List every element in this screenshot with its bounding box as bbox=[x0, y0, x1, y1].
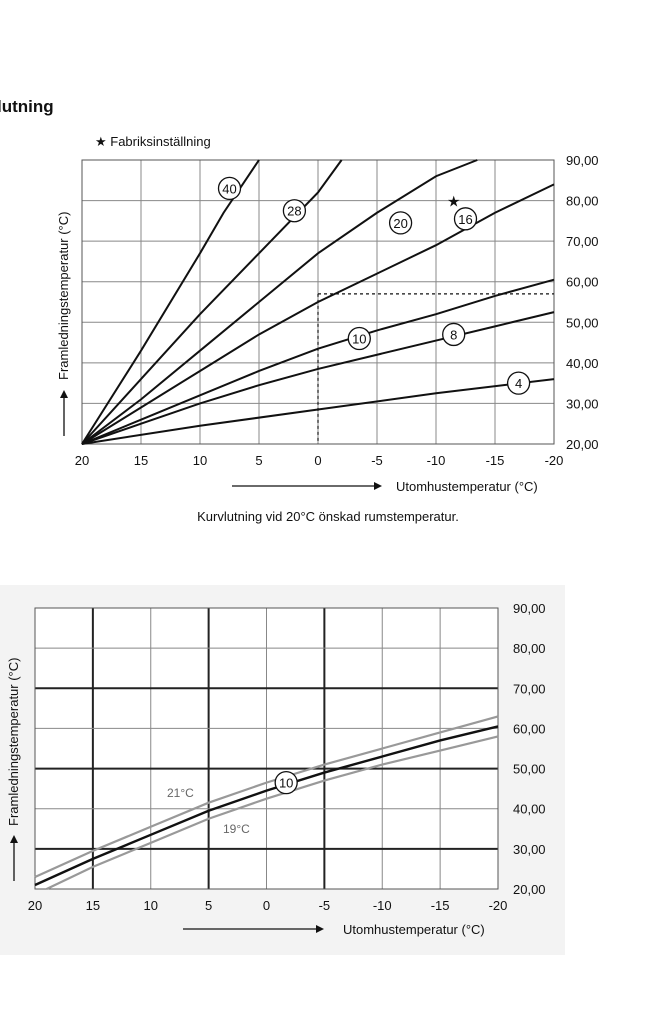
x-axis-arrow-head bbox=[374, 482, 382, 490]
y-axis-label: Framledningstemperatur (°C) bbox=[56, 212, 71, 380]
factory-setting-star: ★ bbox=[447, 194, 460, 211]
curve-label-40: 40 bbox=[222, 181, 236, 196]
x-tick-label: 0 bbox=[314, 453, 321, 468]
y-axis-label: Framledningstemperatur (°C) bbox=[6, 658, 21, 826]
curve-28 bbox=[81, 159, 343, 445]
curve-20 bbox=[81, 159, 478, 445]
y-tick-label: 90,00 bbox=[566, 153, 599, 168]
x-tick-label: -5 bbox=[319, 898, 331, 913]
x-tick-label: -10 bbox=[427, 453, 446, 468]
x-axis-label: Utomhustemperatur (°C) bbox=[343, 922, 485, 937]
curve-label-20: 20 bbox=[393, 216, 407, 231]
y-tick-label: 60,00 bbox=[566, 275, 599, 290]
page-heading: lutning bbox=[0, 97, 54, 116]
y-tick-label: 40,00 bbox=[566, 356, 599, 371]
curve-21°C bbox=[34, 715, 499, 878]
y-tick-label: 50,00 bbox=[513, 762, 546, 777]
x-tick-label: -15 bbox=[486, 453, 505, 468]
y-tick-label: 70,00 bbox=[513, 681, 546, 696]
curve-label-circle-10 bbox=[274, 770, 298, 795]
curve-label-8: 8 bbox=[450, 327, 457, 342]
y-axis-arrow-head bbox=[60, 390, 68, 398]
y-tick-label: 40,00 bbox=[513, 802, 546, 817]
curve-label-circle-20 bbox=[388, 211, 413, 235]
x-tick-label: 20 bbox=[75, 453, 89, 468]
y-tick-label: 70,00 bbox=[566, 234, 599, 249]
y-tick-label: 20,00 bbox=[566, 437, 599, 452]
curve-4 bbox=[81, 378, 555, 445]
chart-slope-curves: 40 28 20 16 10 8 4 ★ ★ Fabriksinställning 20 15 10 5… bbox=[56, 134, 599, 524]
x-tick-label: 10 bbox=[144, 898, 158, 913]
curve-label-circle-28 bbox=[282, 199, 307, 223]
curve-label-circle-8 bbox=[442, 322, 466, 347]
x-tick-label: -10 bbox=[373, 898, 392, 913]
y-tick-label: 30,00 bbox=[513, 842, 546, 857]
curve-label-circle-40 bbox=[217, 176, 242, 201]
plot-frame bbox=[34, 607, 499, 890]
curve-8 bbox=[81, 311, 555, 445]
x-tick-label: 10 bbox=[193, 453, 207, 468]
x-tick-label: 0 bbox=[263, 898, 270, 913]
x-tick-label: 15 bbox=[134, 453, 148, 468]
x-tick-label: -20 bbox=[545, 453, 564, 468]
x-tick-label: 5 bbox=[205, 898, 212, 913]
curve-label-10: 10 bbox=[279, 776, 293, 791]
curve-label-circle-10 bbox=[347, 326, 371, 351]
curve-label-21c: 21°C bbox=[167, 786, 194, 800]
curve-label-circle-4 bbox=[506, 371, 531, 395]
legend-note: ★ Fabriksinställning bbox=[95, 134, 211, 149]
y-tick-label: 20,00 bbox=[513, 882, 546, 897]
y-axis-arrow-head bbox=[10, 835, 18, 843]
x-tick-label: 5 bbox=[255, 453, 262, 468]
curve-label-19c: 19°C bbox=[223, 822, 250, 836]
x-tick-label: 15 bbox=[86, 898, 100, 913]
x-tick-label: -5 bbox=[371, 453, 383, 468]
x-axis-arrow-head bbox=[316, 925, 324, 933]
curve-label-28: 28 bbox=[287, 204, 301, 219]
y-tick-label: 80,00 bbox=[566, 194, 599, 209]
y-tick-label: 30,00 bbox=[566, 396, 599, 411]
x-tick-label: -15 bbox=[431, 898, 450, 913]
curve-label-16: 16 bbox=[458, 212, 472, 227]
x-axis-label: Utomhustemperatur (°C) bbox=[396, 479, 538, 494]
curve-10 bbox=[34, 725, 499, 887]
y-tick-label: 50,00 bbox=[566, 315, 599, 330]
x-tick-label: -20 bbox=[489, 898, 508, 913]
y-tick-label: 90,00 bbox=[513, 601, 546, 616]
curve-label-4: 4 bbox=[515, 376, 522, 391]
chart-caption: Kurvlutning vid 20°C önskad rumstemperat… bbox=[197, 509, 459, 524]
curve-label-10: 10 bbox=[352, 332, 366, 347]
y-tick-label: 60,00 bbox=[513, 721, 546, 736]
x-tick-label: 20 bbox=[28, 898, 42, 913]
y-tick-label: 80,00 bbox=[513, 641, 546, 656]
curve-label-circle-16 bbox=[453, 207, 478, 231]
curve-19°C bbox=[46, 735, 499, 890]
curve-10 bbox=[81, 278, 555, 445]
